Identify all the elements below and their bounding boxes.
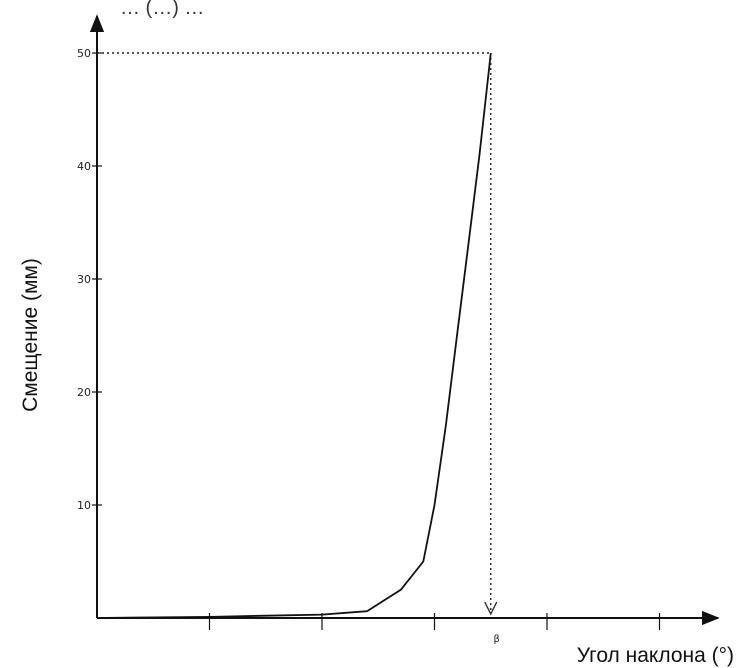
- y-axis-label: Смещение (мм): [19, 258, 42, 412]
- x-axis-label: Угол наклона (°): [577, 644, 734, 667]
- y-tick-label: 50: [77, 47, 91, 60]
- y-tick-label: 20: [77, 386, 91, 399]
- beta-arrowhead: [484, 601, 498, 616]
- x-ticks: [208, 613, 661, 630]
- annotation-guides: [97, 52, 498, 616]
- series-line-0: [96, 52, 492, 619]
- beta-label: β: [494, 634, 500, 645]
- series-group: [96, 52, 492, 619]
- y-tick-label: 40: [77, 160, 91, 173]
- y-tick-label: 10: [77, 499, 91, 512]
- header-fragment: … (…) …: [120, 0, 204, 19]
- y-tick-label: 30: [77, 273, 91, 286]
- y-ticks: 10 20 30 40 50: [77, 47, 102, 512]
